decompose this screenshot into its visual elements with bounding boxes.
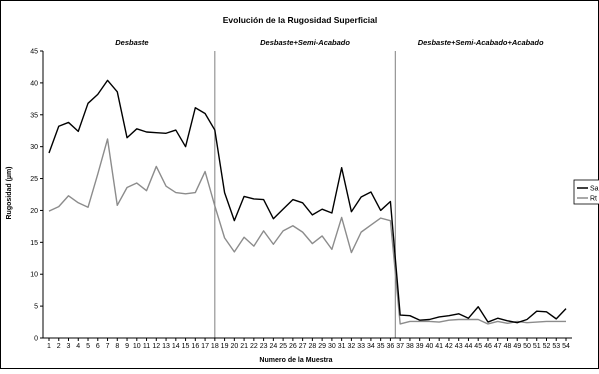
x-tick-label: 46 — [484, 343, 492, 350]
x-tick-label: 52 — [543, 343, 551, 350]
x-tick-label: 10 — [133, 343, 141, 350]
x-tick-label: 37 — [396, 343, 404, 350]
section-label: Desbaste — [115, 38, 148, 47]
x-tick-label: 44 — [465, 343, 473, 350]
section-label: Desbaste+Semi-Acabado — [260, 38, 350, 47]
x-tick-label: 38 — [406, 343, 414, 350]
y-tick-label: 15 — [30, 240, 38, 247]
x-tick-label: 27 — [299, 343, 307, 350]
x-tick-label: 47 — [494, 343, 502, 350]
x-tick-label: 40 — [426, 343, 434, 350]
y-tick-label: 5 — [34, 304, 38, 311]
x-tick-label: 1 — [47, 343, 51, 350]
y-tick-label: 25 — [30, 176, 38, 183]
x-tick-label: 49 — [513, 343, 521, 350]
x-tick-label: 51 — [533, 343, 541, 350]
y-tick-label: 30 — [30, 144, 38, 151]
y-tick-label: 40 — [30, 80, 38, 87]
x-tick-label: 16 — [191, 343, 199, 350]
x-tick-label: 28 — [308, 343, 316, 350]
x-tick-label: 48 — [504, 343, 512, 350]
series-line-rt — [48, 138, 566, 325]
legend-label-rt: Rt — [590, 196, 597, 203]
x-tick-label: 17 — [201, 343, 209, 350]
legend-box — [573, 179, 599, 205]
x-tick-label: 43 — [455, 343, 463, 350]
y-tick-label: 10 — [30, 272, 38, 279]
x-tick-label: 25 — [279, 343, 287, 350]
y-tick-label: 0 — [34, 336, 38, 343]
x-tick-label: 53 — [552, 343, 560, 350]
x-tick-label: 12 — [152, 343, 160, 350]
x-tick-label: 26 — [289, 343, 297, 350]
chart-title: Evolución de la Rugosidad Superficial — [223, 15, 377, 25]
x-tick-label: 5 — [86, 343, 90, 350]
legend-label-sa: Sa — [590, 186, 599, 193]
x-tick-label: 54 — [562, 343, 570, 350]
x-axis-label: Numero de la Muestra — [259, 357, 332, 364]
x-tick-label: 29 — [318, 343, 326, 350]
x-tick-label: 36 — [387, 343, 395, 350]
x-tick-label: 11 — [143, 343, 150, 350]
section-label: Desbaste+Semi-Acabado+Acabado — [418, 38, 544, 47]
x-tick-label: 14 — [172, 343, 180, 350]
series-line-sa — [48, 79, 567, 324]
legend: Sa Rt — [573, 179, 599, 205]
x-tick-label: 45 — [474, 343, 482, 350]
x-tick-label: 20 — [230, 343, 238, 350]
x-tick-label: 24 — [269, 343, 277, 350]
x-tick-label: 18 — [211, 343, 219, 350]
x-tick-label: 3 — [67, 343, 71, 350]
x-tick-label: 19 — [221, 343, 229, 350]
x-tick-label: 23 — [260, 343, 268, 350]
x-tick-label: 33 — [357, 343, 365, 350]
x-tick-label: 34 — [367, 343, 375, 350]
x-tick-label: 22 — [250, 343, 258, 350]
x-tick-label: 30 — [328, 343, 336, 350]
x-tick-label: 39 — [416, 343, 424, 350]
x-tick-label: 32 — [347, 343, 355, 350]
x-tick-label: 6 — [96, 343, 100, 350]
x-tick-label: 15 — [182, 343, 190, 350]
x-tick-label: 4 — [76, 343, 80, 350]
x-tick-label: 41 — [435, 343, 443, 350]
x-tick-label: 13 — [162, 343, 170, 350]
y-axis-label: Rugosidad (µm) — [6, 166, 13, 219]
x-tick-label: 31 — [338, 343, 346, 350]
y-tick-label: 35 — [30, 112, 38, 119]
x-tick-label: 8 — [115, 343, 119, 350]
x-tick-label: 21 — [240, 343, 248, 350]
x-tick-label: 9 — [125, 343, 129, 350]
x-tick-label: 42 — [445, 343, 453, 350]
y-tick-label: 20 — [30, 208, 38, 215]
x-tick-label: 50 — [523, 343, 531, 350]
x-tick-label: 7 — [106, 343, 110, 350]
x-tick-label: 35 — [377, 343, 385, 350]
x-tick-label: 2 — [57, 343, 61, 350]
y-tick-label: 45 — [30, 49, 38, 56]
